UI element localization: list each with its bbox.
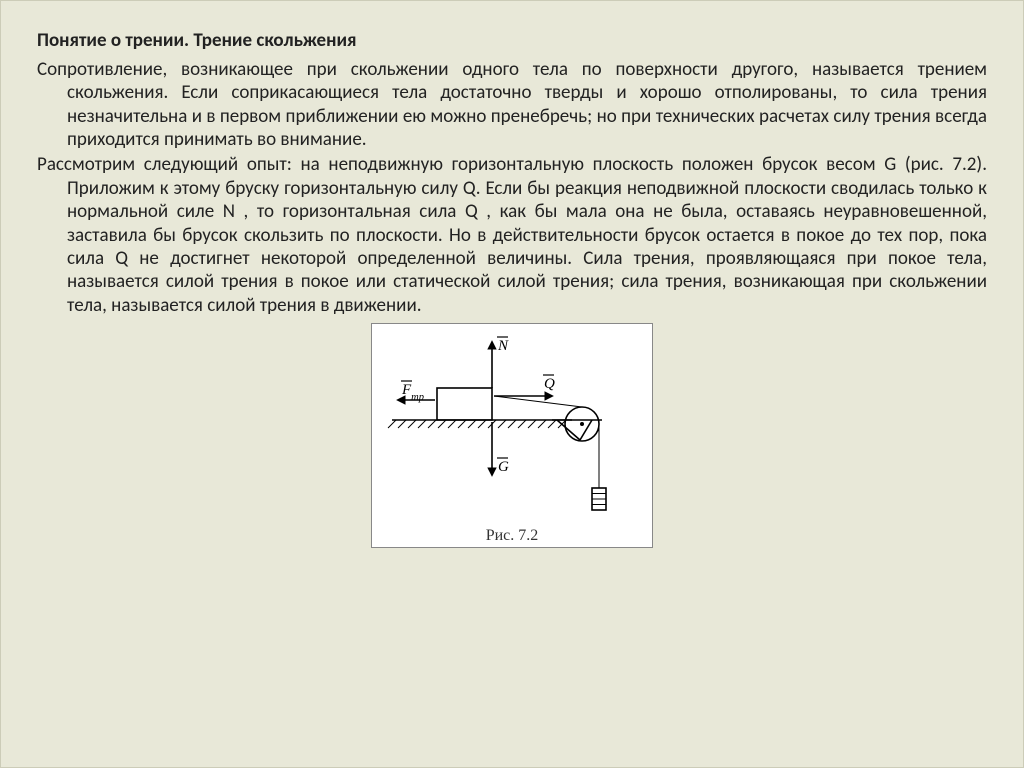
figure-container: NQGFтр Рис. 7.2	[37, 323, 987, 548]
figure-caption: Рис. 7.2	[382, 527, 642, 545]
paragraph-2: Рассмотрим следующий опыт: на неподвижну…	[37, 153, 987, 317]
friction-diagram: NQGFтр	[382, 330, 642, 520]
svg-text:N: N	[497, 338, 509, 354]
svg-text:Q: Q	[544, 376, 555, 392]
paragraph-1: Сопротивление, возникающее при скольжени…	[37, 58, 987, 151]
svg-text:G: G	[498, 459, 509, 475]
figure-box: NQGFтр Рис. 7.2	[371, 323, 653, 548]
heading: Понятие о трении. Трение скольжения	[37, 29, 987, 52]
